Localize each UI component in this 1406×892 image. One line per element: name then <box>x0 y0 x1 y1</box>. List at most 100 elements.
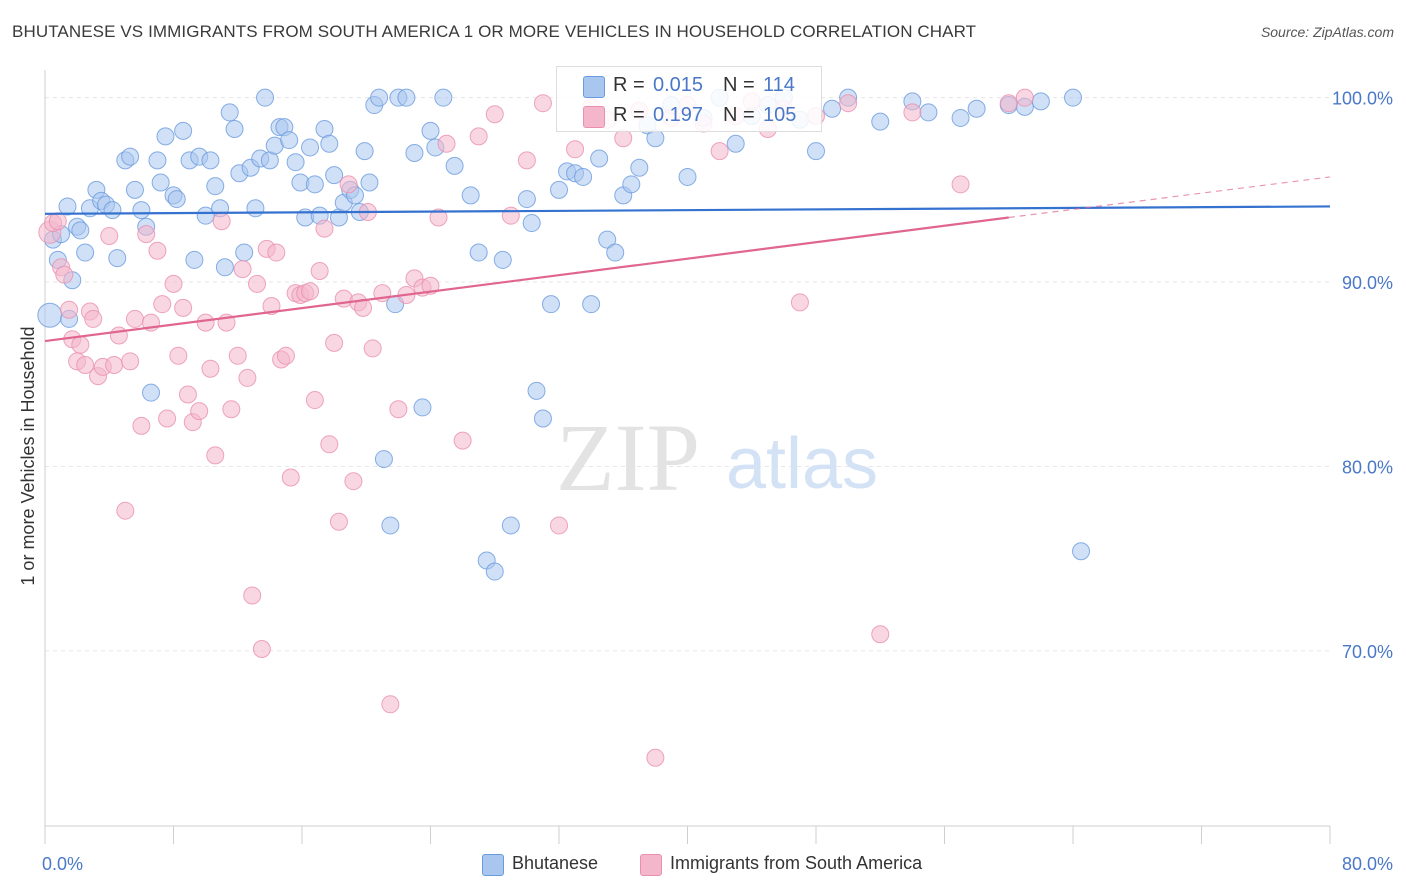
bhutanese-point <box>320 134 339 153</box>
watermark-atlas: atlas <box>726 424 878 504</box>
bhutanese-point <box>301 138 320 157</box>
immigrants-point <box>437 134 456 153</box>
legend-n-label: N = <box>723 104 755 126</box>
bhutanese-point <box>919 103 938 122</box>
bhutanese-point <box>726 134 745 153</box>
trend-lines <box>44 176 1331 343</box>
bhutanese-point <box>37 302 63 328</box>
bhutanese-point <box>132 201 151 220</box>
legend-swatch-bhutanese <box>482 854 504 876</box>
immigrants-point <box>517 151 536 170</box>
bhutanese-point <box>220 103 239 122</box>
immigrants-point <box>190 402 209 421</box>
immigrants-point <box>710 142 729 161</box>
immigrants-point <box>84 309 103 328</box>
immigrants-point <box>48 212 67 231</box>
immigrants-point <box>903 103 922 122</box>
immigrants-point <box>310 261 329 280</box>
bhutanese-point <box>355 142 374 161</box>
bhutanese-point <box>533 409 552 428</box>
bhutanese-point <box>541 295 560 314</box>
immigrants-point <box>533 94 552 113</box>
x-tick-label: 80.0% <box>1342 854 1393 874</box>
bhutanese-point <box>280 131 299 150</box>
bhutanese-point <box>215 258 234 277</box>
bhutanese-point <box>871 112 890 131</box>
immigrants-trend-extension <box>1008 176 1331 219</box>
bhutanese-point <box>590 149 609 168</box>
immigrants-point <box>158 409 177 428</box>
chart-title: BHUTANESE VS IMMIGRANTS FROM SOUTH AMERI… <box>12 22 977 41</box>
bhutanese-point <box>405 143 424 162</box>
immigrants-point <box>228 346 247 365</box>
bhutanese-point <box>1031 92 1050 111</box>
immigrants-point <box>614 129 633 148</box>
bhutanese-point <box>185 250 204 269</box>
bhutanese-point <box>156 127 175 146</box>
immigrants-point <box>60 300 79 319</box>
immigrants-point <box>469 127 488 146</box>
immigrants-point <box>55 265 74 284</box>
legend-swatch-bhutanese <box>583 76 605 98</box>
chart-source: Source: ZipAtlas.com <box>1260 24 1394 40</box>
bhutanese-point <box>286 153 305 172</box>
bhutanese-point <box>517 190 536 209</box>
bhutanese-point <box>461 186 480 205</box>
immigrants-point <box>100 226 119 245</box>
immigrants-point <box>178 385 197 404</box>
bhutanese-point <box>522 214 541 233</box>
immigrants-point <box>305 391 324 410</box>
immigrants-point <box>329 512 348 531</box>
immigrants-point <box>999 94 1018 113</box>
series-legend: Bhutanese Immigrants from South America <box>0 852 1406 880</box>
bhutanese-point <box>103 201 122 220</box>
immigrants-point <box>381 695 400 714</box>
immigrants-point <box>174 298 193 317</box>
bhutanese-point <box>235 243 254 262</box>
bhutanese-point <box>206 177 225 196</box>
immigrants-point <box>132 416 151 435</box>
immigrants-point <box>363 339 382 358</box>
immigrants-point <box>248 274 267 293</box>
immigrants-point <box>453 431 472 450</box>
bhutanese-point <box>646 129 665 148</box>
bhutanese-point <box>501 516 520 535</box>
bhutanese-point <box>174 121 193 140</box>
immigrants-point <box>201 359 220 378</box>
immigrants-point <box>281 468 300 487</box>
bhutanese-point <box>148 151 167 170</box>
immigrants-point <box>125 309 144 328</box>
bhutanese-point <box>598 230 617 249</box>
watermark-zip: ZIP <box>556 404 700 511</box>
immigrants-point <box>252 639 271 658</box>
legend-n-value: 105 <box>763 104 797 126</box>
y-tick-label: 100.0% <box>1332 89 1393 109</box>
immigrants-trend-line <box>44 216 1009 343</box>
immigrants-point <box>153 295 172 314</box>
immigrants-point <box>262 297 281 316</box>
immigrants-point <box>839 94 858 113</box>
immigrants-point <box>109 326 128 345</box>
bhutanese-point <box>606 243 625 262</box>
immigrants-point <box>267 243 286 262</box>
data-points <box>37 88 1091 767</box>
legend-r-value: 0.197 <box>653 104 704 126</box>
bhutanese-point <box>807 142 825 161</box>
immigrants-point <box>222 400 241 419</box>
bhutanese-point <box>967 99 986 118</box>
immigrants-point <box>646 748 665 767</box>
bhutanese-point <box>201 151 220 170</box>
immigrants-point <box>501 206 520 225</box>
immigrants-point <box>169 346 188 365</box>
immigrants-point <box>238 368 257 387</box>
legend-swatch-immigrants <box>583 106 605 128</box>
y-tick-label: 90.0% <box>1342 273 1393 293</box>
legend-row-immigrants: R = 0.197 N = 105 <box>557 101 821 131</box>
bhutanese-point <box>582 295 601 314</box>
immigrants-point <box>276 346 295 365</box>
x-tick-label: 0.0% <box>42 854 83 874</box>
immigrants-point <box>212 212 231 231</box>
bhutanese-trend-line <box>44 205 1331 215</box>
immigrants-point <box>196 313 215 332</box>
